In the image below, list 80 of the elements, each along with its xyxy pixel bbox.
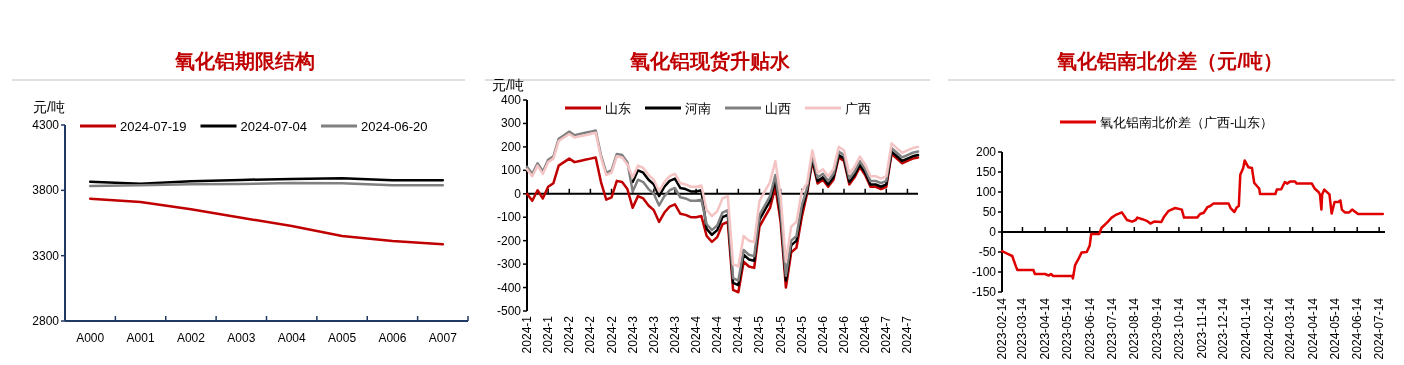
chart-title: 氧化铝期限结构 bbox=[174, 50, 315, 72]
x-tick-label: 2024-05-14 bbox=[1327, 297, 1342, 360]
x-tick-label: 2024-4 bbox=[731, 315, 746, 354]
x-tick-label: 2024-06-14 bbox=[1350, 297, 1365, 360]
x-tick-label: 2024-04-14 bbox=[1305, 297, 1320, 360]
y-axis-title: 元/吨 bbox=[492, 77, 524, 93]
x-tick-label: 2024-6 bbox=[858, 315, 873, 354]
x-tick-label: 2024-5 bbox=[773, 315, 788, 354]
y-tick-label: 4300 bbox=[32, 118, 60, 132]
x-tick-label: 2023-05-14 bbox=[1060, 297, 1075, 360]
y-tick-label: -400 bbox=[496, 280, 522, 295]
y-tick-label: -100 bbox=[971, 265, 997, 279]
y-tick-label: 3300 bbox=[32, 248, 60, 263]
y-tick-label: -150 bbox=[971, 285, 997, 299]
y-tick-label: -300 bbox=[496, 257, 522, 272]
x-tick-label: 2024-7 bbox=[900, 315, 915, 354]
x-tick-label: 2024-3 bbox=[667, 315, 682, 354]
y-tick-label: -50 bbox=[978, 245, 997, 259]
x-tick-label: A002 bbox=[176, 331, 206, 345]
y-tick-label: 300 bbox=[500, 116, 522, 131]
chart-title: 氧化铝现货升贴水 bbox=[629, 50, 791, 72]
legend-label: 河南 bbox=[685, 100, 711, 116]
x-tick-label: A003 bbox=[227, 331, 256, 345]
x-tick-label: 2024-6 bbox=[815, 315, 830, 354]
x-tick-label: 2024-4 bbox=[689, 315, 704, 354]
y-tick-label: -500 bbox=[496, 304, 522, 318]
x-tick-label: 2024-3 bbox=[646, 315, 661, 354]
legend-label: 氧化铝南北价差（广西-山东） bbox=[1100, 114, 1274, 130]
x-tick-label: 2024-4 bbox=[710, 315, 725, 354]
x-tick-label: 2024-07-14 bbox=[1372, 297, 1387, 360]
x-tick-label: 2024-2 bbox=[562, 315, 577, 354]
x-tick-label: 2024-1 bbox=[541, 315, 556, 354]
x-tick-label: 2024-5 bbox=[752, 315, 767, 354]
x-tick-label: 2023-03-14 bbox=[1015, 297, 1030, 360]
x-tick-label: 2024-5 bbox=[794, 315, 809, 354]
y-tick-label: 200 bbox=[500, 139, 522, 154]
x-tick-label: A006 bbox=[378, 331, 407, 345]
y-tick-label: 100 bbox=[975, 185, 997, 199]
x-tick-label: 2023-08-14 bbox=[1127, 297, 1142, 360]
x-tick-label: 2024-6 bbox=[837, 315, 852, 354]
y-tick-label: -200 bbox=[496, 233, 522, 248]
y-tick-label: 2800 bbox=[32, 314, 60, 328]
y-tick-label: 50 bbox=[982, 205, 997, 219]
x-tick-label: A007 bbox=[428, 331, 458, 345]
x-tick-label: 2024-03-14 bbox=[1282, 297, 1297, 360]
x-tick-label: 2023-09-14 bbox=[1149, 297, 1164, 360]
y-tick-label: 200 bbox=[975, 145, 997, 159]
x-tick-label: A001 bbox=[126, 331, 155, 345]
x-tick-label: A000 bbox=[76, 331, 105, 345]
y-tick-label: -100 bbox=[496, 210, 522, 225]
legend-label: 山东 bbox=[605, 100, 631, 116]
x-tick-label: 2024-02-14 bbox=[1261, 297, 1276, 360]
legend-label: 2024-07-19 bbox=[120, 118, 187, 134]
y-tick-label: 3800 bbox=[32, 183, 60, 198]
x-tick-label: 2024-2 bbox=[583, 315, 598, 354]
y-tick-label: 100 bbox=[500, 163, 522, 178]
x-tick-label: 2024-2 bbox=[604, 315, 619, 354]
x-tick-label: 2023-12-14 bbox=[1216, 297, 1231, 360]
x-tick-label: 2023-04-14 bbox=[1038, 297, 1053, 360]
y-tick-label: 400 bbox=[500, 93, 522, 107]
y-tick-label: 150 bbox=[975, 165, 997, 179]
x-tick-label: A004 bbox=[277, 331, 307, 345]
y-tick-label: 0 bbox=[514, 186, 522, 201]
x-tick-label: 2023-06-14 bbox=[1082, 297, 1097, 360]
legend-label: 山西 bbox=[765, 100, 791, 116]
legend-label: 2024-06-20 bbox=[361, 118, 428, 134]
x-tick-label: 2023-11-14 bbox=[1194, 297, 1209, 359]
x-tick-label: 2024-1 bbox=[520, 315, 534, 354]
x-tick-label: 2023-07-14 bbox=[1104, 297, 1119, 360]
legend-label: 2024-07-04 bbox=[240, 118, 307, 134]
x-tick-label: 2024-7 bbox=[879, 315, 894, 354]
x-tick-label: 2024-01-14 bbox=[1239, 297, 1254, 360]
x-tick-label: 2023-10-14 bbox=[1171, 297, 1186, 360]
y-tick-label: 0 bbox=[989, 225, 997, 239]
x-tick-label: 2024-3 bbox=[625, 315, 640, 354]
legend-label: 广西 bbox=[845, 100, 871, 116]
x-tick-label: 2023-02-14 bbox=[995, 297, 1009, 360]
chart-title: 氧化铝南北价差（元/吨） bbox=[1056, 50, 1283, 72]
y-axis-title: 元/吨 bbox=[33, 99, 65, 115]
x-tick-label: A005 bbox=[328, 331, 357, 345]
